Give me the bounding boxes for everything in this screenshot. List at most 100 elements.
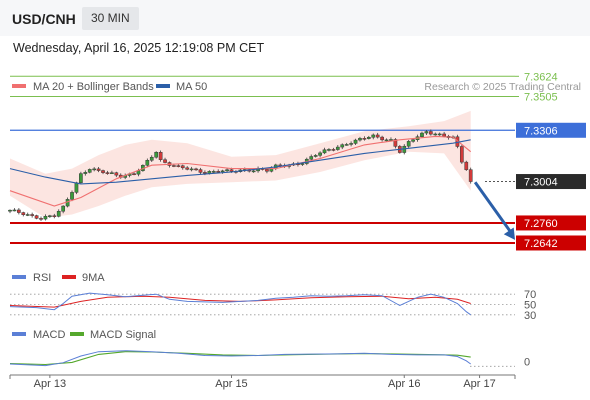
ma20-line <box>9 135 472 207</box>
candle-body <box>39 218 43 220</box>
macd-signal-line <box>9 351 471 366</box>
level-tag-7.3306 <box>516 122 586 138</box>
candle-body <box>358 138 362 141</box>
candle-body <box>406 141 411 147</box>
candle-body <box>154 151 159 158</box>
candle-body <box>79 173 83 183</box>
candle-body <box>216 171 221 173</box>
legend-swatch-ma20 <box>12 84 26 88</box>
time-tick-label: Apr 13 <box>34 378 66 390</box>
level-label-7.3624: 7.3624 <box>524 71 558 83</box>
candle-body <box>464 161 469 170</box>
candle-body <box>437 133 442 136</box>
candle-body <box>110 172 114 174</box>
candle-body <box>331 149 336 151</box>
candle-body <box>34 215 39 219</box>
level-label-7.3505: 7.3505 <box>524 91 558 103</box>
level-tag-7.3004 <box>516 174 586 190</box>
candle-body <box>101 170 105 173</box>
timeframe-button[interactable]: 30 MIN <box>82 7 139 30</box>
candle-body <box>340 144 345 148</box>
candle-body <box>300 163 305 165</box>
legend-label-macd: MACD <box>33 329 65 341</box>
candle-body <box>43 216 48 220</box>
candle-body <box>380 136 384 141</box>
candle-body <box>21 212 26 215</box>
candle-body <box>375 134 380 138</box>
candle-body <box>468 169 473 182</box>
level-label-7.2760: 7.2760 <box>524 218 558 230</box>
forecast-arrow-shaft <box>473 181 514 235</box>
candle-body <box>220 170 225 173</box>
legend-label-9ma: 9MA <box>82 272 105 284</box>
level-tag-7.2642 <box>516 235 586 251</box>
candle-body <box>180 165 185 169</box>
candle-body <box>145 160 150 166</box>
legend-swatch-ma50 <box>156 84 170 88</box>
candle-body <box>92 168 97 171</box>
candle-body <box>52 215 57 217</box>
candle-body <box>366 137 371 139</box>
candle-body <box>229 169 234 172</box>
rsi-level-label-70: 70 <box>524 289 536 301</box>
candle-body <box>384 139 389 142</box>
candle-body <box>96 168 101 171</box>
legend-swatch-macd <box>12 332 26 336</box>
candle-body <box>65 199 70 207</box>
candle-body <box>459 146 464 163</box>
rsi-level-label-30: 30 <box>524 310 536 322</box>
candle-body <box>344 144 349 146</box>
legend-swatch-9ma <box>62 275 76 279</box>
candle-body <box>158 151 163 160</box>
time-tick-label: Apr 15 <box>215 378 247 390</box>
candle-body <box>176 165 181 167</box>
candle-body <box>172 165 176 167</box>
candle-body <box>163 159 167 163</box>
ma50-line <box>9 139 471 185</box>
rsi-level-label-50: 50 <box>524 300 536 312</box>
candle-body <box>48 215 52 217</box>
legend-label-rsi: RSI <box>33 272 51 284</box>
level-label-7.3004: 7.3004 <box>524 177 558 189</box>
candle-body <box>74 182 79 193</box>
level-tag-7.2760 <box>516 215 586 231</box>
candle-body <box>25 214 30 216</box>
legend-label-macd-signal: MACD Signal <box>90 329 156 341</box>
candle-body <box>428 131 433 135</box>
candle-body <box>194 168 198 171</box>
candle-body <box>83 172 88 174</box>
level-label-7.3306: 7.3306 <box>524 125 558 137</box>
macd-level-label-0: 0 <box>524 356 530 368</box>
candle-body <box>70 192 74 200</box>
timestamp-label: Wednesday, April 16, 2025 12:19:08 PM CE… <box>13 41 265 55</box>
candle-body <box>211 171 216 173</box>
macd-line <box>9 350 471 367</box>
candle-body <box>411 139 415 142</box>
level-label-7.2642: 7.2642 <box>524 238 558 250</box>
attribution-text: Research © 2025 Trading Central <box>424 81 581 93</box>
candle-body <box>203 172 207 174</box>
legend-label-ma50: MA 50 <box>176 81 207 93</box>
candle-body <box>56 210 61 217</box>
macd-panel: MACD MACD Signal 0 <box>9 329 530 368</box>
bollinger-band <box>10 110 471 218</box>
candle-body <box>198 169 203 173</box>
candle-body <box>225 169 229 172</box>
candle-body <box>313 155 318 157</box>
price-panel: MA 20 + Bollinger Bands MA 50 Research © 2… <box>8 71 586 251</box>
candle-body <box>389 139 393 141</box>
time-tick-label: Apr 16 <box>388 378 420 390</box>
candle-body <box>207 171 212 174</box>
candle-body <box>61 205 66 212</box>
candle-body <box>371 134 376 138</box>
candle-body <box>353 139 358 144</box>
symbol-title: USD/CNH <box>12 11 76 27</box>
candle-body <box>114 172 119 176</box>
time-tick-label: Apr 17 <box>463 378 495 390</box>
candle-body <box>349 143 353 145</box>
candle-body <box>327 149 331 151</box>
candle-body <box>265 169 269 172</box>
candle-body <box>424 131 429 134</box>
candle-body <box>393 139 398 147</box>
candle-body <box>309 156 314 160</box>
